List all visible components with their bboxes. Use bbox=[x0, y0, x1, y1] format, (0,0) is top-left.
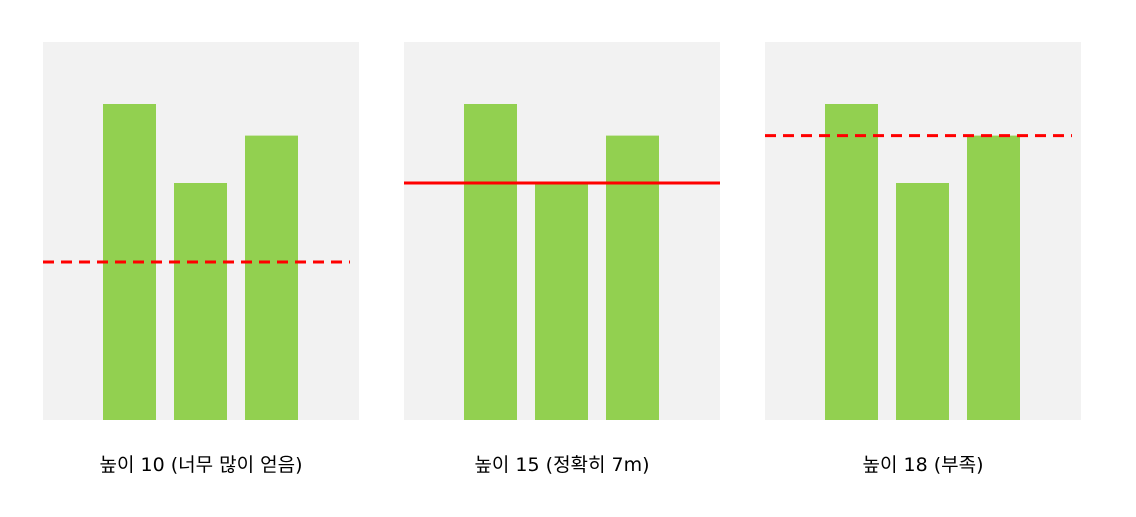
panel-height-10 bbox=[43, 42, 359, 420]
bar-2-height-18 bbox=[896, 183, 949, 420]
bar-1-height-18 bbox=[825, 104, 878, 420]
panel-height-15 bbox=[404, 42, 720, 420]
bar-2-height-10 bbox=[174, 183, 227, 420]
panel-height-10-svg bbox=[43, 104, 350, 420]
caption-height-10: 높이 10 (너무 많이 얻음) bbox=[99, 454, 303, 476]
caption-height-18: 높이 18 (부족) bbox=[862, 454, 984, 476]
panel-height-18 bbox=[765, 42, 1081, 420]
caption-height-15: 높이 15 (정확히 7m) bbox=[474, 454, 650, 476]
bar-3-height-10 bbox=[245, 135, 298, 420]
bar-3-height-18 bbox=[967, 135, 1020, 420]
bar-2-height-15 bbox=[535, 183, 588, 420]
bar-3-height-15 bbox=[606, 135, 659, 420]
panel-height-15-svg bbox=[404, 104, 720, 420]
panel-height-18-svg bbox=[765, 104, 1072, 420]
bar-1-height-10 bbox=[103, 104, 156, 420]
bar-1-height-15 bbox=[464, 104, 517, 420]
